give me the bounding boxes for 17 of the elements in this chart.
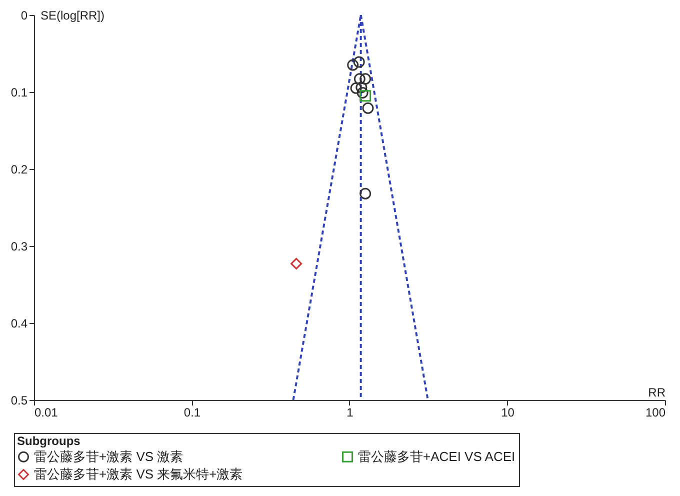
y-tick-label: 0.3 <box>10 240 28 254</box>
legend-label: 雷公藤多苷+激素 VS 激素 <box>34 448 184 464</box>
y-axis-title: SE(log[RR]) <box>40 8 105 22</box>
y-tick-label: 0.4 <box>10 316 28 330</box>
legend-label: 雷公藤多苷+ACEI VS ACEI <box>358 448 516 464</box>
legend-title: Subgroups <box>17 434 81 448</box>
y-tick-label: 0.1 <box>10 86 28 100</box>
legend-label: 雷公藤多苷+激素 VS 来氟米特+激素 <box>34 466 243 482</box>
x-tick-label: 100 <box>645 406 666 420</box>
y-tick-label: 0 <box>20 8 28 22</box>
x-tick-label: 0.1 <box>184 406 201 420</box>
x-tick-label: 10 <box>501 406 515 420</box>
x-tick-label: 0.01 <box>34 406 58 420</box>
x-axis-title: RR <box>648 386 666 400</box>
y-tick-label: 0.5 <box>10 394 28 408</box>
x-tick-label: 1 <box>346 406 354 420</box>
y-tick-label: 0.2 <box>10 162 28 176</box>
